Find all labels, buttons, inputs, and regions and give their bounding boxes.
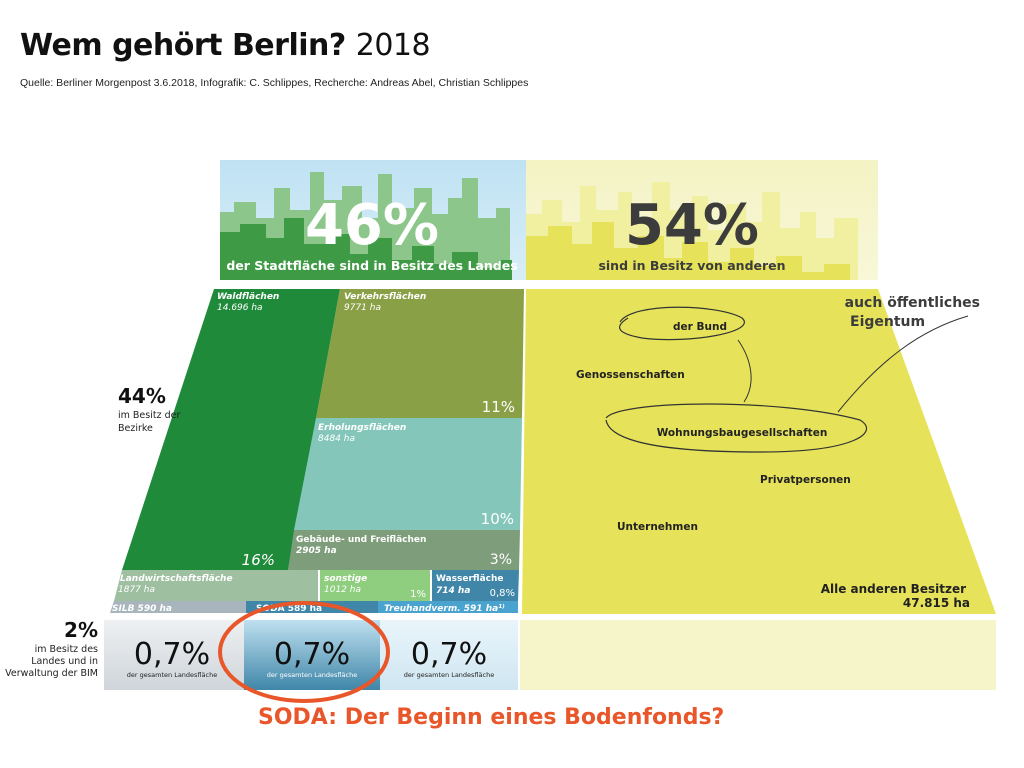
mark-sonstige [320, 570, 430, 601]
others-total-label: Alle anderen Besitzer [821, 582, 966, 596]
label-soda-name: SODA 589 ha [256, 604, 322, 614]
land-share-text: der Stadtfläche sind in Besitz des Lande… [226, 258, 517, 273]
connector-oeffentlich [837, 315, 969, 413]
land-share-pct: 46% [305, 193, 439, 258]
label-landwirtschaft-name: Landwirtschaftsfläche [120, 574, 233, 584]
group-genossenschaften: Genossenschaften [576, 369, 685, 381]
others-share-pct: 54% [625, 193, 759, 258]
label-gebaeude-area: 2905 ha [296, 546, 337, 556]
mark-wasserflaeche [432, 570, 519, 601]
label-silb-name: SILB 590 ha [112, 604, 172, 614]
bim-label-line2: Landes und in [31, 656, 98, 667]
mark-gebaeude-freiflaechen [288, 530, 520, 570]
others-total-area: 47.815 ha [903, 596, 970, 610]
bund-ellipse [618, 306, 745, 341]
connector-bund [737, 339, 752, 403]
label-sonstige-area: 1012 ha [324, 585, 361, 595]
soda-sub: der gesamten Landesfläche [267, 671, 357, 679]
others-title-line2: Eigentum [850, 314, 925, 330]
label-erholung-name: Erholungsflächen [318, 423, 406, 433]
bim-share-pct: 2% [64, 618, 98, 642]
silb-sub: der gesamten Landesfläche [127, 671, 217, 679]
mark-verkehrsflaechen [316, 289, 524, 418]
bim-label-line1: im Besitz des [35, 644, 98, 655]
label-landwirtschaft-area: 1877 ha [118, 585, 155, 595]
caption: SODA: Der Beginn eines Bodenfonds? [258, 705, 725, 730]
treuhand-sub: der gesamten Landesfläche [404, 671, 494, 679]
silb-pct: 0,7% [134, 637, 210, 672]
bezirke-share-pct: 44% [118, 384, 166, 408]
label-gebaeude-name: Gebäude- und Freiflächen [296, 535, 426, 545]
bezirke-label-line1: im Besitz der [118, 410, 180, 421]
mark-treuhand-strip [378, 601, 518, 613]
soda-pct: 0,7% [274, 637, 350, 672]
others-share-text: sind in Besitz von anderen [598, 258, 785, 273]
group-privatpersonen: Privatpersonen [760, 474, 851, 486]
label-wasser-pct: 0,8% [490, 588, 515, 599]
title-year: 2018 [355, 28, 431, 63]
mark-soda-box [244, 620, 380, 690]
label-wasser-area: 714 ha [436, 586, 470, 596]
mark-silb-strip [110, 601, 246, 613]
title-main: Wem gehört Berlin? [20, 28, 346, 63]
bim-label-line3: Verwaltung der BIM [5, 668, 98, 679]
label-verkehr-name: Verkehrsflächen [344, 292, 426, 302]
label-wald-name: Waldflächen [217, 292, 279, 302]
group-wohnungsbau: Wohnungsbaugesellschaften [657, 427, 828, 439]
page-title: Wem gehört Berlin? 2018 [20, 28, 431, 63]
label-erholung-pct: 10% [481, 510, 514, 528]
label-wald-area: 14.696 ha [217, 303, 263, 313]
label-verkehr-area: 9771 ha [344, 303, 381, 313]
group-bund: der Bund [673, 321, 727, 333]
label-sonstige-name: sonstige [324, 574, 367, 584]
label-sonstige-pct: 1% [410, 589, 426, 600]
label-wasser-name: Wasserfläche [436, 574, 504, 584]
label-gebaeude-pct: 3% [490, 552, 512, 568]
label-erholung-area: 8484 ha [318, 434, 355, 444]
label-wald-pct: 16% [242, 551, 275, 569]
bezirke-label-line2: Bezirke [118, 423, 153, 434]
top-others-box [526, 160, 878, 280]
group-unternehmen: Unternehmen [617, 521, 698, 533]
label-treuhand-name: Treuhandverm. 591 ha¹⁾ [384, 604, 505, 614]
top-land-box [220, 160, 526, 280]
mark-treuhand-box [380, 620, 518, 690]
mark-erholungsflaechen [294, 418, 522, 530]
soda-highlight-ellipse [218, 601, 390, 703]
others-title-line1: auch öffentliches [845, 295, 980, 311]
source-line: Quelle: Berliner Morgenpost 3.6.2018, In… [20, 77, 529, 89]
mark-others-bottom [520, 620, 996, 690]
mark-waldflaechen [122, 289, 340, 570]
treuhand-pct: 0,7% [411, 637, 487, 672]
mark-landwirtschaftsflaeche [114, 570, 318, 601]
wohnungsbau-ellipse [605, 403, 868, 453]
label-verkehr-pct: 11% [482, 398, 515, 416]
